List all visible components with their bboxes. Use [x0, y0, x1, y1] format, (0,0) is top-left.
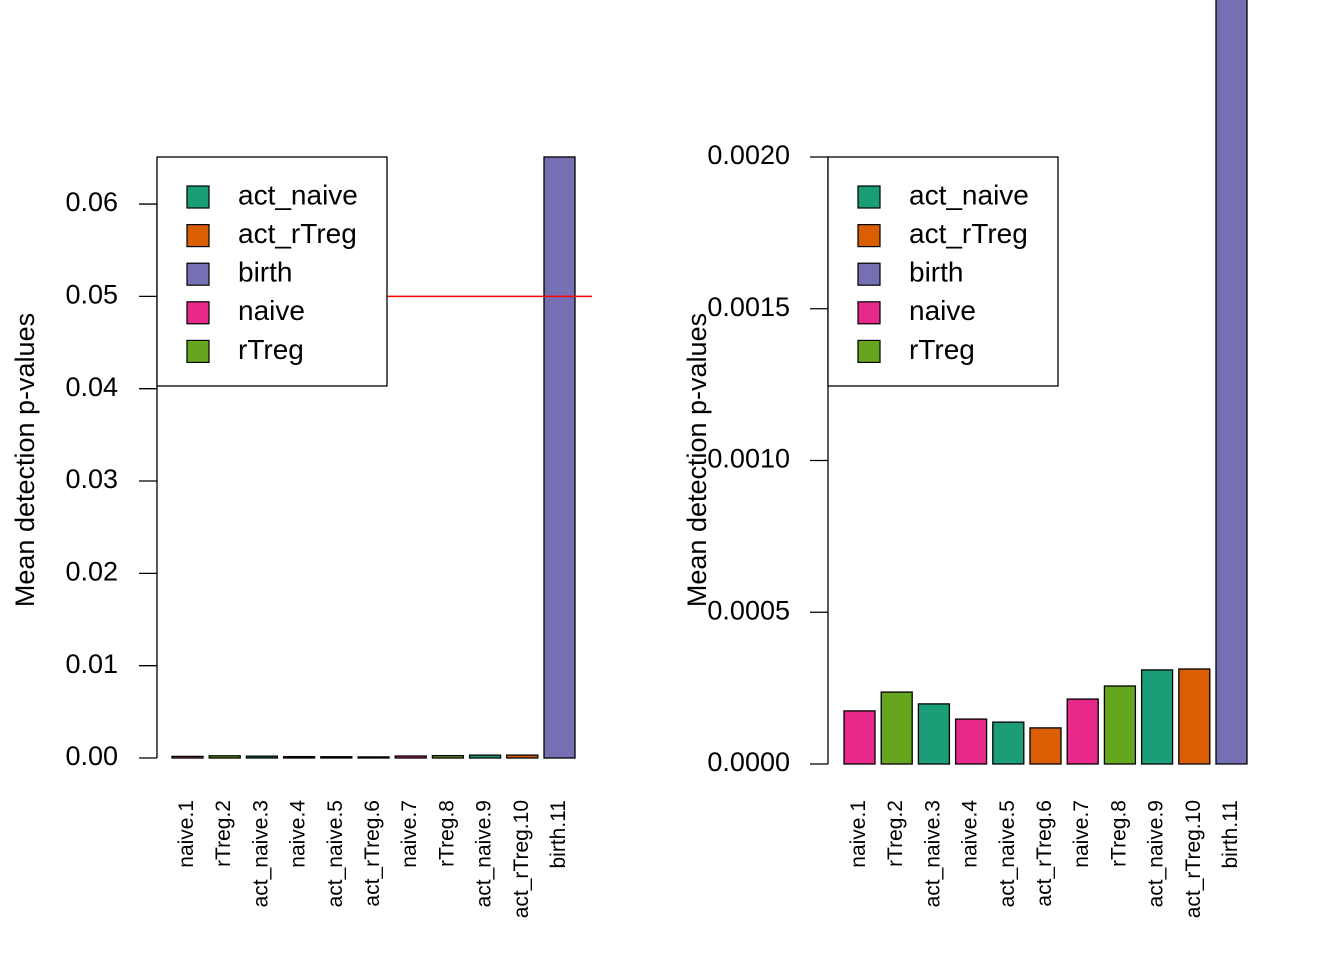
x-tick-label: naive.4 [287, 800, 310, 868]
bar [468, 754, 502, 759]
bar [1029, 727, 1062, 765]
bar [1215, 0, 1248, 765]
x-tick-label: birth.11 [1219, 800, 1242, 869]
x-tick-label: act_naive.9 [473, 800, 496, 907]
bar [431, 754, 465, 759]
y-tick-label: 0.02 [65, 556, 118, 586]
bar [954, 718, 988, 765]
bar [880, 691, 913, 765]
panel: 0.00 0.01 0.02 0.03 0.04 0.05 0.06 Mean detecti… [10, 156, 592, 918]
x-tick-label: naive.1 [175, 800, 198, 868]
legend-swatch [186, 224, 210, 248]
legend-swatch [857, 339, 881, 363]
bars [843, 0, 1248, 765]
x-tick-label: naive.4 [959, 800, 982, 868]
y-tick-label: 0.0015 [707, 292, 790, 322]
bar [843, 710, 876, 765]
x-tick-label: act_naive.9 [1145, 800, 1168, 907]
y-tick-label: 0.06 [65, 187, 118, 217]
bar [394, 755, 427, 759]
bar [1103, 685, 1137, 765]
legend-label: rTreg [238, 334, 304, 365]
x-tick-label: act_naive.5 [996, 800, 1019, 907]
x-tick-label: birth.11 [547, 800, 570, 869]
bar [357, 756, 390, 759]
x-tick-label: naive.7 [1070, 800, 1093, 868]
y-tick-label: 0.00 [65, 741, 118, 771]
bars [171, 156, 576, 759]
bar [171, 755, 204, 759]
bar [992, 721, 1025, 765]
bar [506, 754, 539, 759]
y-tick-label: 0.01 [65, 649, 118, 679]
x-tick-label: rTreg.2 [212, 800, 235, 867]
y-tick-label: 0.0020 [707, 140, 790, 170]
y-tick-label: 0.03 [65, 464, 118, 494]
x-tick-label: act_naive.3 [921, 800, 944, 907]
y-tick-label: 0.0005 [707, 595, 790, 625]
x-tick-label: act_naive.5 [324, 800, 347, 907]
y-axis-label: Mean detection p-values [10, 313, 40, 607]
x-tick-label: act_rTreg.6 [361, 800, 384, 907]
x-tick-label: act_rTreg.6 [1033, 800, 1056, 907]
legend-swatch [857, 262, 881, 286]
legend-label: act_naive [909, 179, 1029, 210]
legend-label: naive [909, 295, 976, 326]
bar [1140, 669, 1174, 765]
bar [208, 755, 241, 759]
x-tick-label: act_naive.3 [249, 800, 272, 907]
x-tick-label: rTreg.8 [435, 800, 458, 867]
bar [282, 755, 316, 759]
x-tick-label: naive.1 [847, 800, 870, 868]
x-tick-label: rTreg.2 [884, 800, 907, 867]
legend-label: birth [909, 257, 963, 288]
legend-label: act_naive [238, 179, 358, 210]
legend-label: naive [238, 295, 305, 326]
y-tick-label: 0.05 [65, 280, 118, 310]
x-tick-label: act_rTreg.10 [510, 800, 533, 918]
x-tick-label: naive.7 [398, 800, 421, 868]
legend-label: rTreg [909, 334, 975, 365]
bar [917, 703, 951, 765]
x-tick-label: act_rTreg.10 [1182, 800, 1205, 918]
bar [320, 756, 353, 759]
panel: 0.0000 0.0005 0.0010 0.0015 0.0020 Mean detec… [682, 0, 1248, 918]
y-tick-label: 0.0010 [707, 444, 790, 474]
legend-swatch [857, 224, 881, 248]
legend-swatch [186, 339, 210, 363]
legend-label: act_rTreg [909, 218, 1028, 249]
bar [1066, 698, 1099, 765]
legend-swatch [857, 185, 881, 209]
x-tick-label: rTreg.8 [1107, 800, 1130, 867]
legend-swatch [186, 185, 210, 209]
legend-label: act_rTreg [238, 218, 357, 249]
bar [543, 156, 576, 759]
legend-swatch [186, 301, 210, 325]
y-tick-label: 0.04 [65, 372, 118, 402]
y-axis-label: Mean detection p-values [682, 313, 712, 607]
legend-swatch [186, 262, 210, 286]
y-tick-label: 0.0000 [707, 747, 790, 777]
bar [245, 755, 279, 759]
legend-label: birth [238, 257, 292, 288]
bar [1178, 668, 1211, 765]
legend-swatch [857, 301, 881, 325]
